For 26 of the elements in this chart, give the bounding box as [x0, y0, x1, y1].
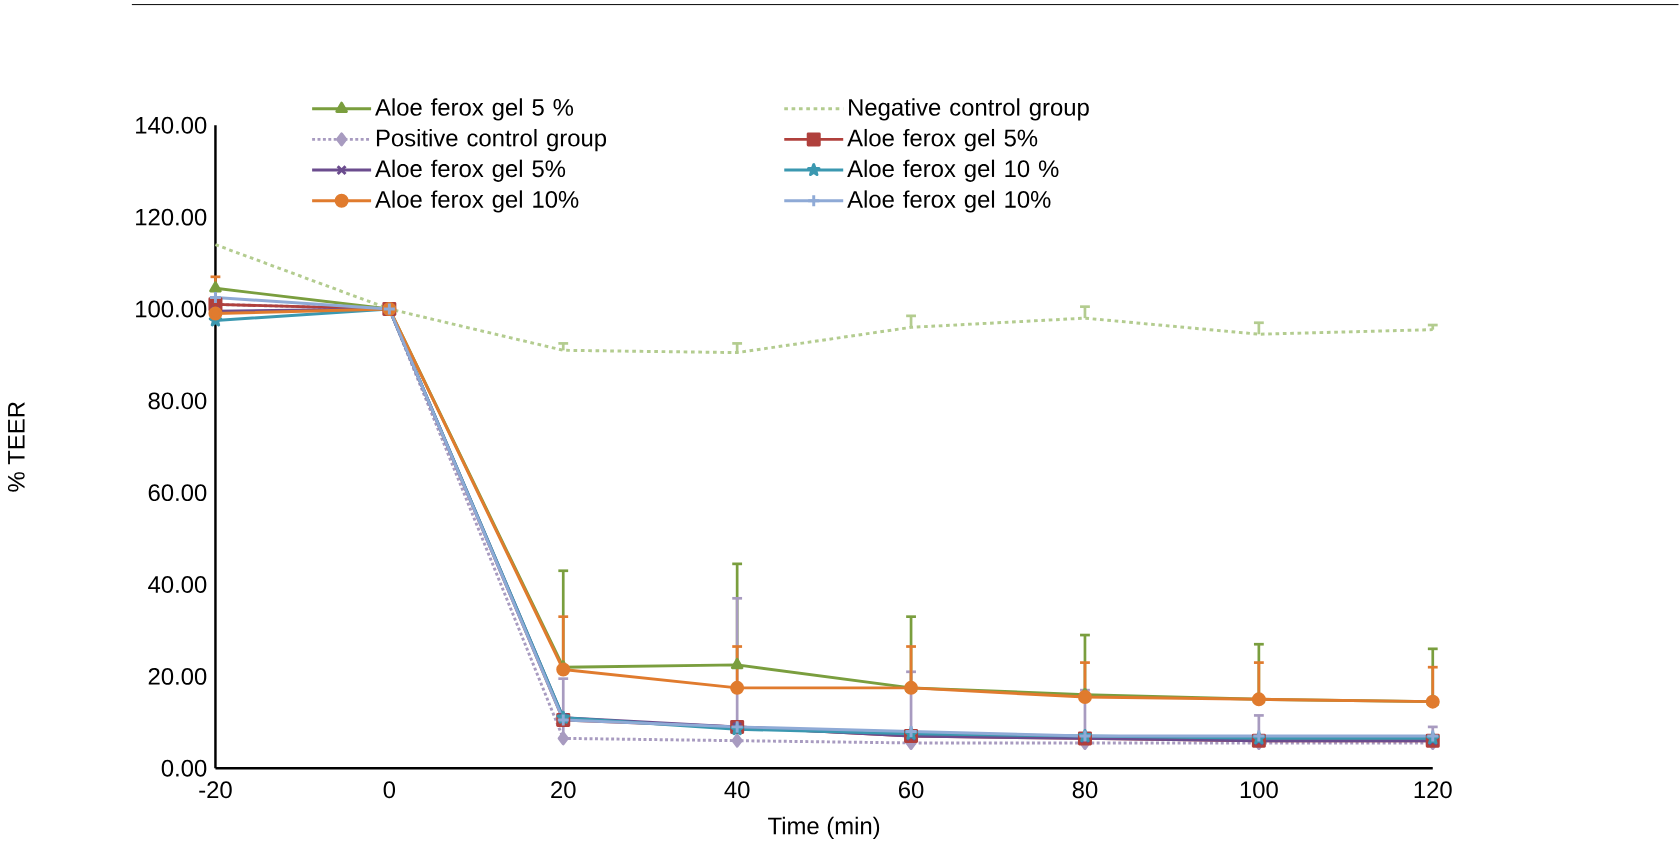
legend-label: Aloe ferox gel 10 %	[847, 159, 1059, 182]
x-tick-label: 0	[383, 781, 396, 799]
x-tick-label: 60	[898, 781, 924, 799]
legend-label: Aloe ferox gel 5%	[375, 159, 566, 182]
y-tick-label: 120.00	[136, 208, 207, 226]
y-tick-label: 140.00	[136, 116, 207, 134]
legend-label: Aloe ferox gel 5 %	[375, 98, 574, 121]
y-tick-label: 60.00	[148, 484, 207, 502]
y-tick-label: 0.00	[161, 759, 207, 777]
legend-label: Aloe ferox gel 5%	[847, 129, 1038, 152]
x-tick-label: 80	[1072, 781, 1098, 799]
legend-label: Positive control group	[376, 129, 607, 152]
x-axis-title: Time (min)	[768, 816, 880, 840]
y-tick-label: 80.00	[148, 392, 207, 410]
legend-label: Aloe ferox gel 10%	[847, 190, 1051, 213]
x-tick-label: -20	[199, 781, 232, 799]
x-tick-label: 100	[1240, 781, 1278, 799]
y-tick-label: 40.00	[148, 576, 207, 594]
x-tick-label: 20	[551, 781, 576, 799]
x-tick-label: 40	[724, 781, 750, 799]
legend-label: Negative control group	[849, 98, 1089, 121]
x-tick-label: 120	[1414, 781, 1452, 799]
y-tick-label: 20.00	[148, 668, 207, 685]
legend-label: Aloe ferox gel 10%	[375, 190, 579, 213]
y-axis-title: % TEER	[7, 402, 25, 492]
y-tick-label: 100.00	[136, 300, 207, 318]
